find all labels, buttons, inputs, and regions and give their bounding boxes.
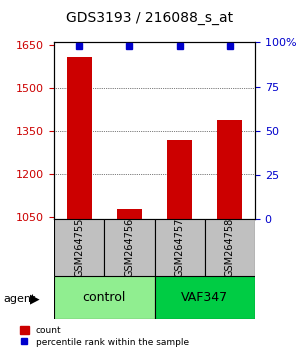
Text: agent: agent — [3, 294, 35, 304]
Text: GSM264757: GSM264757 — [175, 218, 184, 278]
Text: GSM264758: GSM264758 — [225, 218, 235, 278]
Bar — [117, 210, 142, 219]
FancyBboxPatch shape — [154, 219, 205, 276]
Text: GSM264756: GSM264756 — [124, 218, 134, 278]
Text: GDS3193 / 216088_s_at: GDS3193 / 216088_s_at — [66, 11, 234, 25]
Bar — [167, 139, 192, 219]
Text: GSM264755: GSM264755 — [74, 218, 84, 278]
FancyBboxPatch shape — [154, 276, 255, 319]
Bar — [217, 120, 242, 219]
FancyBboxPatch shape — [104, 219, 154, 276]
Text: ▶: ▶ — [30, 293, 40, 306]
Text: VAF347: VAF347 — [181, 291, 228, 304]
Legend: count, percentile rank within the sample: count, percentile rank within the sample — [20, 326, 189, 347]
FancyBboxPatch shape — [205, 219, 255, 276]
Text: control: control — [82, 291, 126, 304]
Bar — [67, 57, 92, 219]
FancyBboxPatch shape — [54, 276, 154, 319]
FancyBboxPatch shape — [54, 219, 104, 276]
